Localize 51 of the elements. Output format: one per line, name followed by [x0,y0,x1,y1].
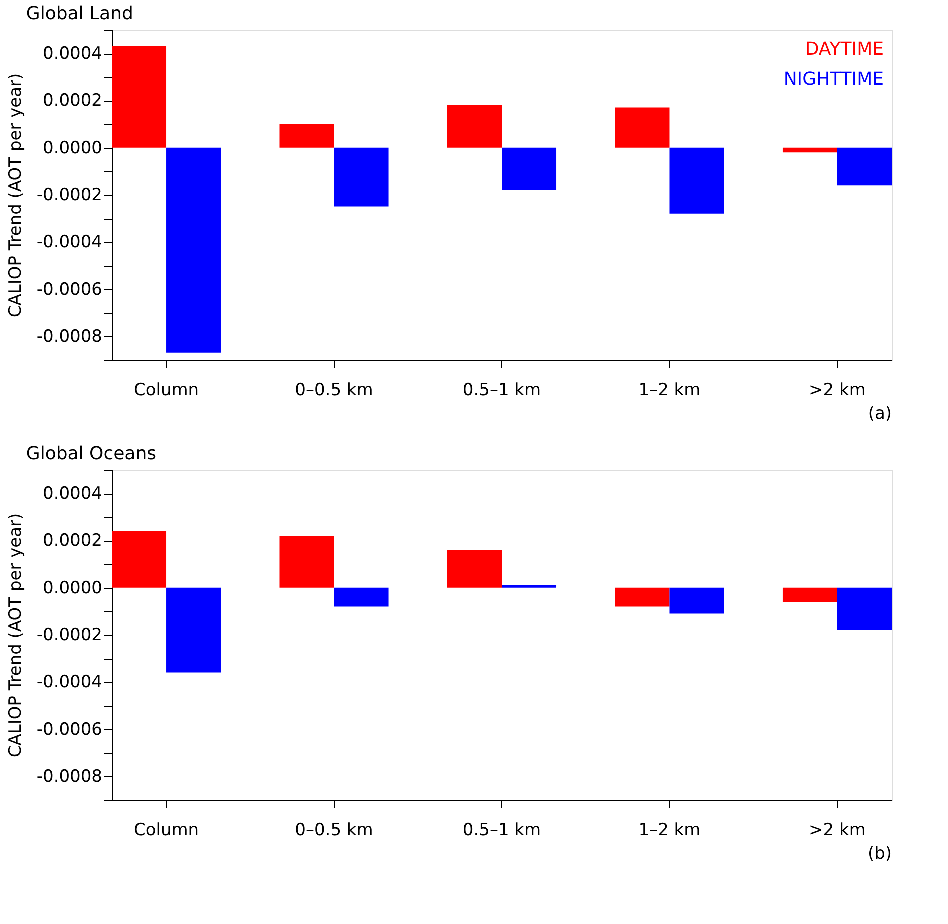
y-tick-label: -0.0008 [36,326,102,347]
bar [280,536,334,588]
chart-title: Global Land [26,4,134,24]
text: DAYTIME [805,39,884,60]
bar [447,105,502,148]
bar [112,531,167,588]
bar [837,588,892,630]
bar [782,588,838,602]
bar [166,148,222,353]
y-axis-title: CALIOP Trend (AOT per year) [6,73,26,318]
y-tick-label: -0.0002 [36,626,102,646]
y-tick-label: 0.0002 [43,91,102,112]
x-tick-label: 0–0.5 km [295,380,374,400]
chart-title: Global Oceans [26,444,156,464]
x-tick-label: >2 km [809,380,866,400]
x-tick-label: 1–2 km [638,820,701,840]
y-tick-label: -0.0004 [36,232,102,253]
y-tick-label: 0.0000 [43,138,102,158]
text: NIGHTTIME [784,69,884,90]
x-tick-label: >2 km [809,820,866,840]
bar [670,148,724,214]
bar [334,148,389,207]
bar [166,588,222,673]
y-tick-label: -0.0008 [36,766,102,787]
bar [670,588,724,614]
bar [502,148,557,190]
x-tick-label: 1–2 km [638,380,701,400]
y-tick-label: -0.0004 [36,672,102,693]
bar [334,588,389,607]
y-tick-label: -0.0002 [36,186,102,206]
y-tick-label: 0.0004 [43,44,102,64]
x-tick-label: 0.5–1 km [462,380,542,400]
bar [837,148,892,186]
y-tick-label: 0.0000 [43,578,102,598]
y-axis-title: CALIOP Trend (AOT per year) [6,513,26,758]
y-tick-label: -0.0006 [36,280,102,300]
text: (b) [868,844,892,864]
bar [782,148,838,153]
x-tick-label: Column [134,820,200,840]
bar [112,46,167,148]
text: (a) [868,404,892,424]
y-tick-label: -0.0006 [36,720,102,740]
bar [447,550,502,588]
x-tick-label: 0.5–1 km [462,820,542,840]
x-tick-label: 0–0.5 km [295,820,374,840]
bar [615,588,670,607]
x-tick-label: Column [134,380,200,400]
bar [615,108,670,148]
y-tick-label: 0.0004 [43,484,102,504]
bar [280,124,334,148]
y-tick-label: 0.0002 [43,531,102,552]
